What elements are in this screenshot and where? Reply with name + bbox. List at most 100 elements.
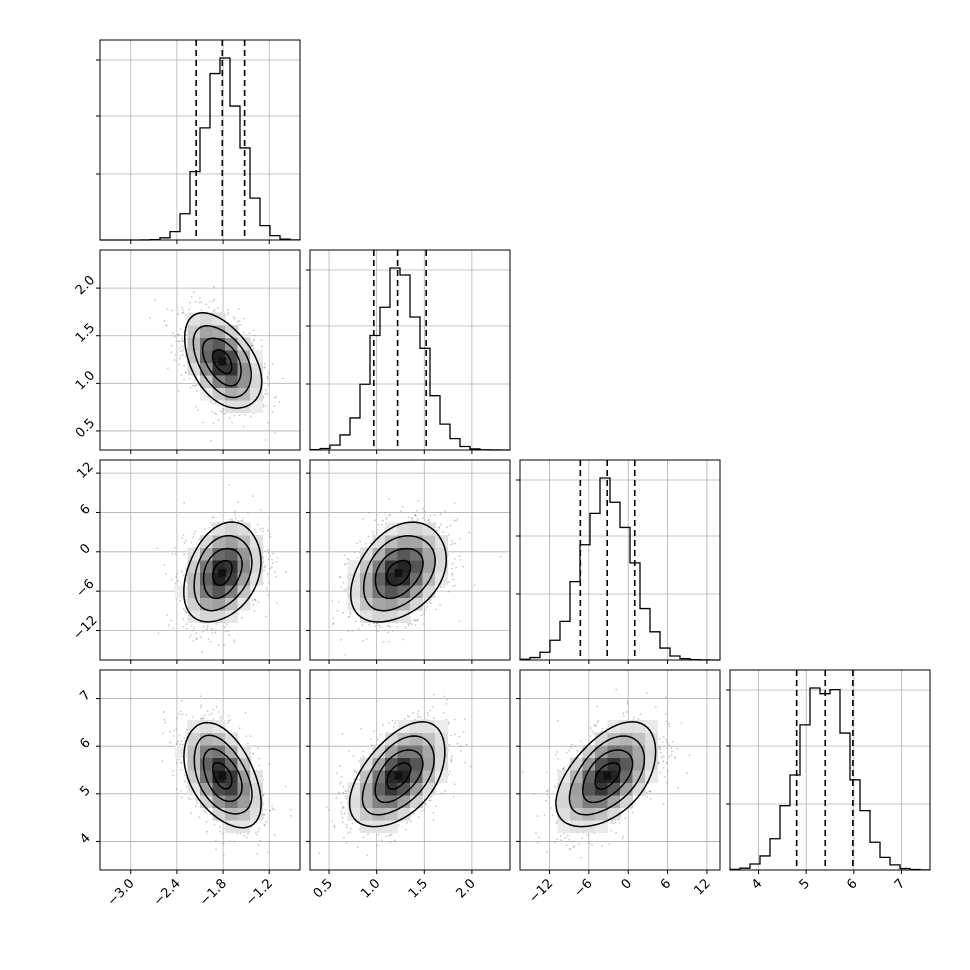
- scatter-point: [233, 840, 236, 843]
- scatter-point: [591, 844, 593, 846]
- scatter-point: [252, 603, 255, 606]
- scatter-point: [545, 790, 548, 793]
- scatter-point: [563, 766, 566, 768]
- density-cell: [422, 572, 436, 586]
- scatter-point: [347, 558, 350, 561]
- scatter-point: [337, 600, 340, 603]
- scatter-point: [377, 523, 380, 526]
- scatter-point: [569, 847, 572, 850]
- scatter-point: [674, 756, 676, 759]
- panel-content: [100, 670, 300, 870]
- scatter-point: [416, 517, 419, 520]
- scatter-point: [172, 774, 174, 777]
- density-cell: [595, 745, 608, 758]
- density-cell: [360, 572, 373, 586]
- density-cell: [237, 820, 251, 833]
- scatter-point: [185, 567, 187, 570]
- density-cell: [200, 572, 213, 586]
- density-cell: [200, 387, 213, 401]
- density-cell: [212, 585, 226, 598]
- density-cell: [237, 560, 251, 573]
- scatter-point: [264, 808, 267, 811]
- scatter-point: [184, 371, 187, 374]
- scatter-point: [179, 355, 182, 357]
- density-panel-2-1: [309, 459, 511, 661]
- scatter-point: [271, 562, 274, 564]
- scatter-point: [249, 415, 252, 418]
- scatter-point: [183, 780, 186, 783]
- y-tick-label-2-2: 0: [77, 541, 93, 557]
- panel-frame: [99, 669, 301, 871]
- scatter-point: [262, 405, 265, 408]
- scatter-point: [438, 527, 441, 529]
- scatter-point: [447, 590, 450, 593]
- scatter-point: [198, 301, 201, 304]
- scatter-point: [560, 839, 563, 842]
- panel-content: [100, 250, 300, 450]
- scatter-point: [193, 385, 196, 388]
- scatter-point: [234, 517, 237, 520]
- scatter-point: [262, 403, 265, 406]
- scatter-point: [420, 614, 423, 617]
- scatter-point: [432, 818, 435, 821]
- scatter-point: [290, 815, 293, 817]
- density-cell: [385, 547, 398, 561]
- scatter-point: [274, 396, 277, 398]
- scatter-point: [177, 313, 180, 316]
- density-cell: [410, 522, 423, 536]
- scatter-point: [236, 832, 239, 835]
- scatter-point: [414, 624, 417, 627]
- scatter-point: [188, 636, 191, 639]
- scatter-point: [408, 516, 410, 519]
- density-cell: [360, 807, 373, 821]
- scatter-point: [163, 564, 166, 566]
- scatter-point: [626, 702, 629, 705]
- scatter-point: [435, 608, 438, 611]
- scatter-point: [212, 708, 214, 711]
- density-cell: [557, 795, 571, 808]
- scatter-point: [469, 765, 472, 768]
- scatter-point: [181, 349, 184, 352]
- scatter-point: [547, 789, 549, 792]
- scatter-point: [180, 699, 183, 702]
- density-cell: [237, 362, 251, 376]
- scatter-point: [237, 501, 239, 504]
- scatter-point: [459, 559, 462, 561]
- scatter-point: [252, 752, 254, 755]
- scatter-point: [213, 286, 215, 289]
- density-cell: [225, 522, 238, 536]
- x-tick-label-2-2: 0: [619, 876, 635, 892]
- scatter-point: [262, 530, 264, 533]
- scatter-point: [273, 570, 276, 573]
- scatter-point: [658, 746, 661, 749]
- scatter-point: [184, 609, 186, 612]
- density-cell: [410, 795, 423, 808]
- scatter-point: [212, 516, 215, 519]
- scatter-point: [268, 809, 271, 812]
- scatter-point: [256, 852, 259, 855]
- scatter-point: [333, 826, 336, 829]
- scatter-point: [192, 291, 195, 294]
- scatter-point: [245, 735, 248, 738]
- scatter-point: [192, 629, 195, 632]
- scatter-point: [206, 624, 209, 627]
- scatter-point: [545, 799, 547, 802]
- x-tick-label-2-1: −6: [572, 876, 596, 900]
- scatter-point: [243, 413, 246, 416]
- scatter-point: [267, 421, 270, 424]
- scatter-point: [229, 518, 232, 521]
- scatter-point: [444, 510, 446, 513]
- scatter-point: [451, 542, 454, 545]
- scatter-point: [451, 567, 453, 570]
- scatter-point: [185, 623, 188, 626]
- density-cell: [645, 757, 658, 771]
- scatter-point: [265, 405, 268, 407]
- scatter-point: [385, 835, 388, 838]
- scatter-point: [665, 738, 667, 741]
- scatter-point: [214, 631, 217, 634]
- density-cell: [557, 782, 571, 796]
- scatter-point: [196, 799, 198, 802]
- scatter-point: [259, 528, 262, 531]
- density-cell: [212, 610, 226, 623]
- scatter-point: [167, 624, 170, 627]
